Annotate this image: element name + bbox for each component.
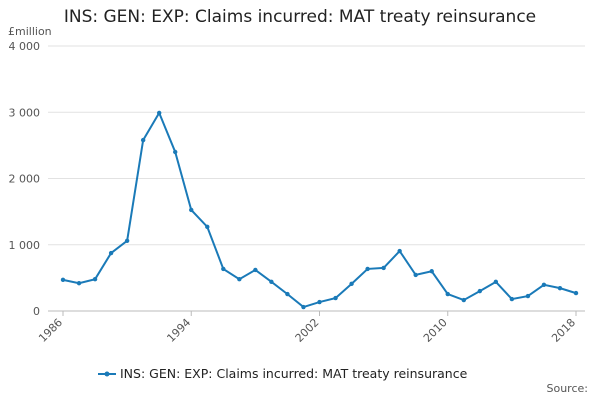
y-tick-label: 4 000 xyxy=(9,40,41,53)
point xyxy=(237,277,242,282)
point xyxy=(156,110,162,116)
y-unit: £million xyxy=(8,25,52,38)
point xyxy=(253,267,258,273)
point xyxy=(301,304,306,310)
y-tick-label: 1 000 xyxy=(9,239,41,252)
point xyxy=(76,280,82,286)
legend-marker xyxy=(104,371,110,377)
point xyxy=(429,269,434,274)
point xyxy=(140,137,146,143)
point xyxy=(381,265,386,271)
point xyxy=(92,277,98,282)
point xyxy=(541,282,547,288)
point xyxy=(365,266,370,272)
point xyxy=(60,277,66,283)
point xyxy=(349,281,354,287)
x-tick-label: 1994 xyxy=(164,316,193,345)
series-line xyxy=(62,110,577,309)
point xyxy=(493,279,499,285)
point xyxy=(124,238,130,243)
point xyxy=(477,288,483,294)
x-tick-label: 2010 xyxy=(421,316,450,345)
point xyxy=(317,299,322,305)
point xyxy=(397,248,402,254)
x-tick-label: 2018 xyxy=(549,316,578,345)
point xyxy=(573,290,579,296)
point xyxy=(269,279,274,285)
point xyxy=(173,149,178,155)
point xyxy=(461,297,466,303)
source: Source: xyxy=(547,382,589,395)
point xyxy=(557,285,563,291)
point xyxy=(525,293,531,299)
point xyxy=(205,224,210,230)
point xyxy=(445,291,450,297)
x-tick-label: 1986 xyxy=(36,316,65,345)
point xyxy=(285,291,290,297)
point xyxy=(509,296,515,302)
y-tick-label: 3 000 xyxy=(9,106,41,119)
point xyxy=(413,272,418,278)
y-tick-label: 2 000 xyxy=(9,173,41,186)
y-tick-label: 0 xyxy=(33,305,40,318)
point xyxy=(221,266,226,272)
legend-label: INS: GEN: EXP: Claims incurred: MAT trea… xyxy=(120,366,468,381)
point xyxy=(189,207,194,213)
chart-title: INS: GEN: EXP: Claims incurred: MAT trea… xyxy=(64,7,536,27)
x-tick-label: 2002 xyxy=(293,316,322,345)
point xyxy=(333,295,338,301)
point xyxy=(108,250,114,256)
